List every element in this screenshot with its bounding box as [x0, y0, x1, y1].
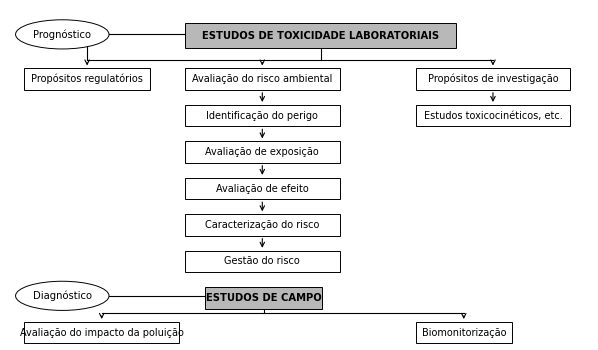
Ellipse shape — [16, 281, 109, 310]
FancyBboxPatch shape — [185, 178, 340, 199]
FancyBboxPatch shape — [185, 68, 340, 90]
Text: Avaliação do risco ambiental: Avaliação do risco ambiental — [192, 74, 332, 84]
FancyBboxPatch shape — [416, 322, 512, 343]
FancyBboxPatch shape — [416, 68, 570, 90]
Text: Caracterização do risco: Caracterização do risco — [205, 220, 319, 230]
FancyBboxPatch shape — [25, 68, 150, 90]
Text: Propósitos de investigação: Propósitos de investigação — [428, 74, 559, 84]
Text: ESTUDOS DE CAMPO: ESTUDOS DE CAMPO — [206, 293, 322, 303]
FancyBboxPatch shape — [185, 23, 456, 48]
Text: Propósitos regulatórios: Propósitos regulatórios — [31, 74, 143, 84]
Text: Estudos toxicocinéticos, etc.: Estudos toxicocinéticos, etc. — [423, 111, 562, 121]
Text: Diagnóstico: Diagnóstico — [33, 290, 91, 301]
Text: Gestão do risco: Gestão do risco — [224, 257, 300, 266]
Text: Biomonitorização: Biomonitorização — [422, 328, 506, 338]
FancyBboxPatch shape — [25, 322, 179, 343]
Text: Avaliação do impacto da poluição: Avaliação do impacto da poluição — [20, 328, 184, 338]
Text: Avaliação de exposição: Avaliação de exposição — [206, 147, 319, 157]
FancyBboxPatch shape — [185, 214, 340, 236]
Text: Identificação do perigo: Identificação do perigo — [206, 111, 318, 121]
FancyBboxPatch shape — [185, 105, 340, 126]
FancyBboxPatch shape — [185, 141, 340, 163]
Text: ESTUDOS DE TOXICIDADE LABORATORIAIS: ESTUDOS DE TOXICIDADE LABORATORIAIS — [202, 31, 440, 41]
FancyBboxPatch shape — [205, 287, 322, 309]
Text: Avaliação de efeito: Avaliação de efeito — [216, 183, 309, 194]
Text: Prognóstico: Prognóstico — [33, 29, 91, 40]
Ellipse shape — [16, 20, 109, 49]
FancyBboxPatch shape — [416, 105, 570, 126]
FancyBboxPatch shape — [185, 251, 340, 272]
